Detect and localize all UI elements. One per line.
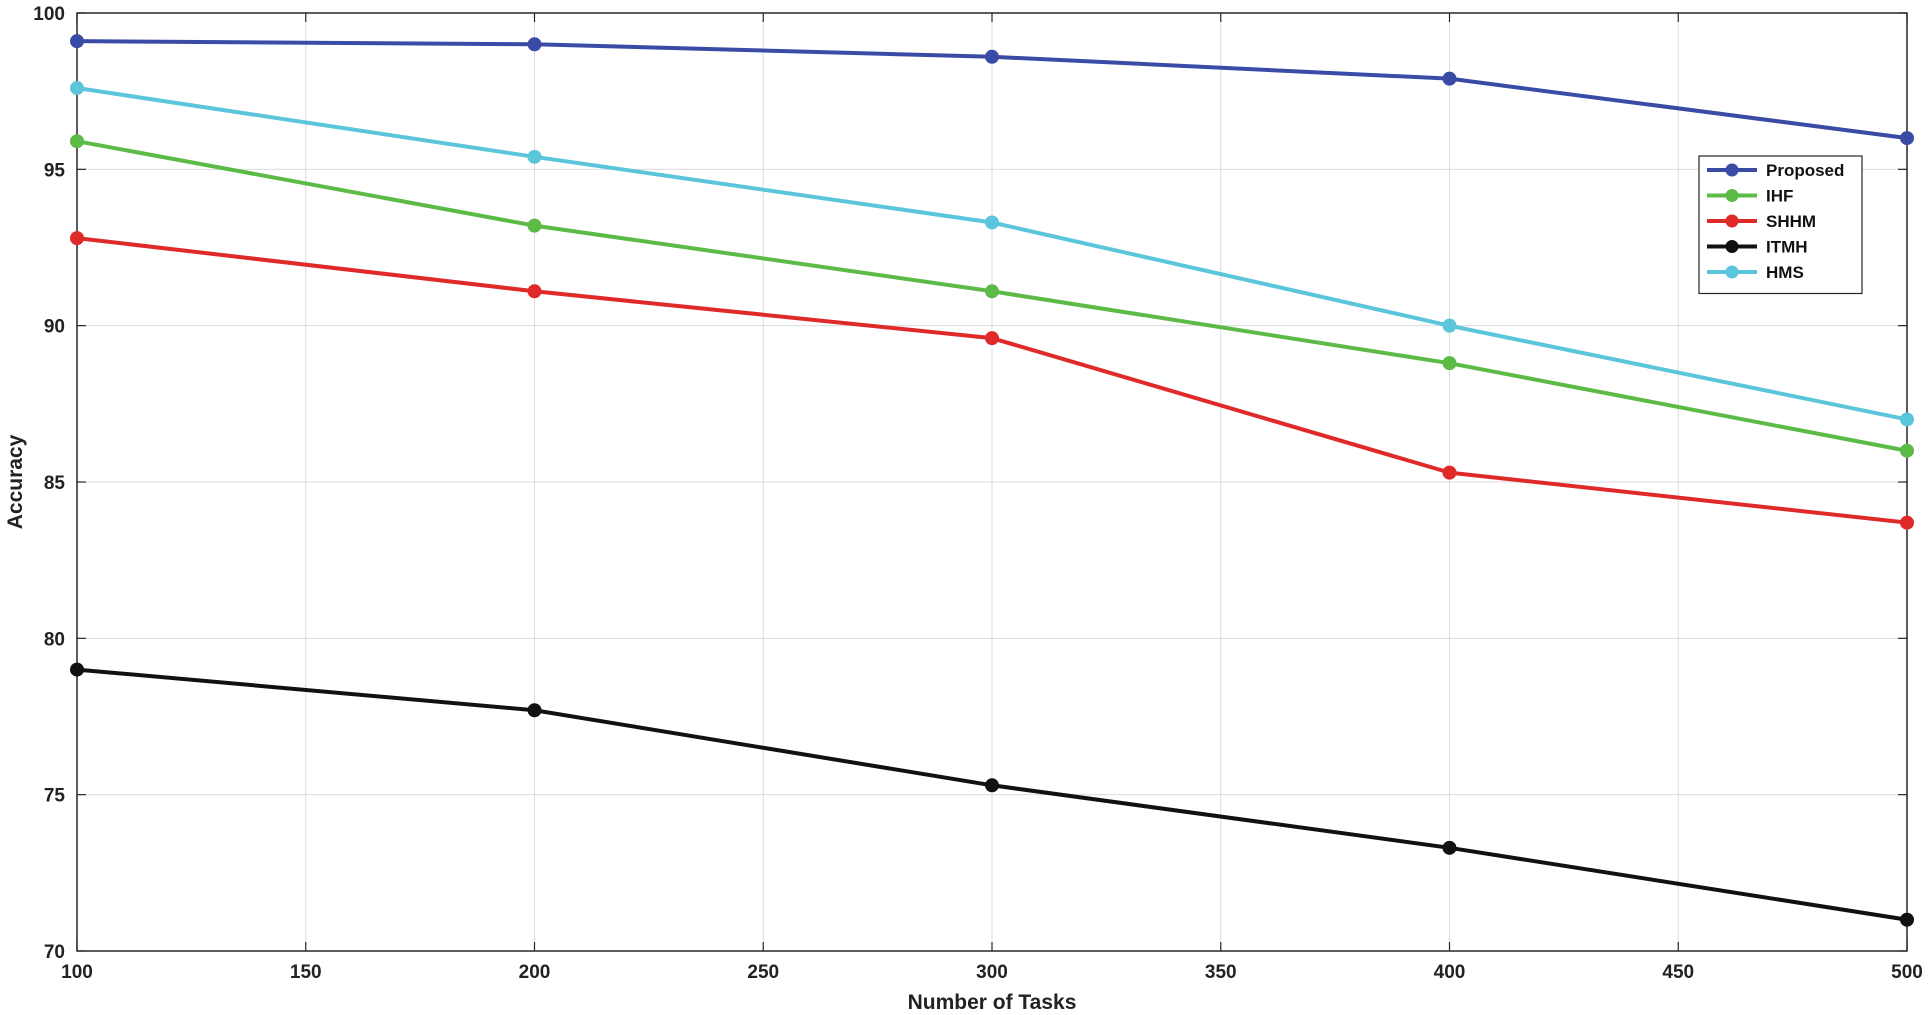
- data-point: [70, 34, 84, 49]
- y-axis-label: Accuracy: [4, 434, 27, 529]
- series-shhm: [70, 231, 1914, 530]
- data-point: [527, 37, 542, 52]
- data-point: [1442, 356, 1457, 371]
- legend-label: SHHM: [1766, 212, 1816, 231]
- data-point: [1900, 131, 1914, 146]
- x-tick-label: 250: [747, 962, 779, 983]
- y-tick-label: 100: [33, 4, 65, 25]
- x-tick-label: 450: [1662, 962, 1694, 983]
- legend-item-shhm: SHHM: [1707, 212, 1816, 231]
- y-tick-label: 80: [44, 629, 65, 650]
- x-tick-label: 100: [61, 962, 93, 983]
- y-tick-label: 75: [44, 786, 66, 807]
- data-point: [70, 231, 84, 246]
- y-tick-label: 85: [44, 473, 66, 494]
- legend-swatch-marker: [1725, 214, 1739, 228]
- axis-ticks: [76, 12, 1908, 952]
- series-hms: [70, 81, 1914, 427]
- data-point: [1900, 515, 1914, 530]
- data-point: [985, 49, 999, 64]
- legend-item-hms: HMS: [1707, 263, 1804, 282]
- series-layer: [70, 34, 1914, 927]
- legend-swatch-marker: [1725, 240, 1739, 253]
- legend-swatch-marker: [1725, 265, 1739, 279]
- data-point: [1900, 412, 1914, 427]
- data-point: [985, 331, 999, 346]
- legend: Proposed IHF SHHM ITMH HMS: [1698, 155, 1863, 295]
- data-point: [527, 218, 542, 233]
- data-point: [1442, 840, 1457, 855]
- y-tick-label: 90: [44, 317, 65, 338]
- data-point: [1442, 318, 1457, 333]
- y-tick-label: 95: [44, 160, 66, 181]
- data-point: [527, 284, 542, 299]
- y-tick-label: 70: [44, 942, 65, 963]
- x-axis-label: Number of Tasks: [908, 991, 1077, 1014]
- data-point: [1900, 443, 1914, 458]
- legend-label: ITMH: [1766, 238, 1808, 257]
- data-point: [1442, 465, 1457, 480]
- data-point: [70, 81, 84, 96]
- x-tick-label: 400: [1434, 962, 1466, 983]
- x-tick-label: 200: [519, 962, 551, 983]
- series-proposed: [70, 34, 1914, 146]
- series-ihf: [70, 134, 1914, 458]
- data-point: [527, 703, 542, 718]
- legend-label: Proposed: [1766, 161, 1844, 180]
- tick-labels: 100 150 200 250 300 350 400 450 500 70 75 80 85 90 95 1…: [33, 4, 1923, 983]
- legend-label: HMS: [1766, 263, 1804, 282]
- x-tick-label: 500: [1891, 962, 1923, 983]
- legend-item-proposed: Proposed: [1707, 161, 1844, 180]
- legend-item-ihf: IHF: [1707, 187, 1793, 206]
- data-point: [985, 778, 999, 793]
- legend-swatch-marker: [1725, 163, 1739, 177]
- data-point: [70, 662, 84, 677]
- legend-label: IHF: [1766, 187, 1793, 206]
- data-point: [985, 215, 999, 230]
- data-point: [1900, 912, 1914, 927]
- data-point: [1442, 71, 1457, 86]
- x-tick-label: 300: [976, 962, 1008, 983]
- data-point: [985, 284, 999, 299]
- series-itmh: [70, 662, 1914, 927]
- x-tick-label: 150: [290, 962, 322, 983]
- data-point: [70, 134, 84, 149]
- legend-item-itmh: ITMH: [1707, 238, 1808, 257]
- legend-swatch-marker: [1725, 189, 1739, 202]
- data-point: [527, 149, 542, 164]
- x-tick-label: 350: [1205, 962, 1237, 983]
